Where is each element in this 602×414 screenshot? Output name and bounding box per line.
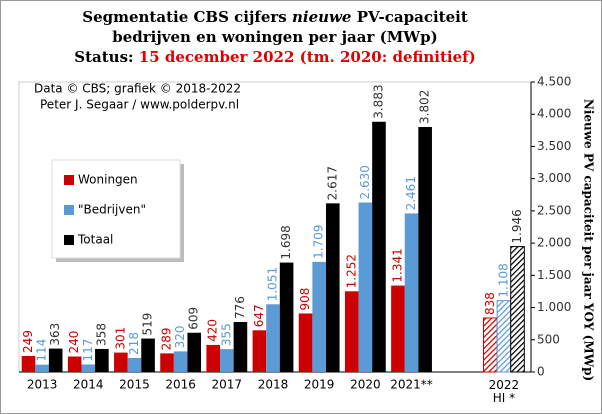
bar [141,338,155,372]
value-label: 1.341 [390,248,404,282]
x-tick-label: 2013 [27,378,58,392]
y-tick-label: 500 [537,332,560,346]
bar [325,203,340,372]
value-label: 355 [219,323,233,346]
value-label: 647 [252,304,266,327]
bar [81,364,96,372]
x-tick-line: HI * [493,391,515,405]
bar [312,261,326,372]
value-label: 3.883 [371,84,385,118]
value-label: 1.698 [279,225,293,259]
value-label: 320 [173,325,187,348]
legend-swatch [64,205,74,215]
x-tick-label: 2016 [165,378,196,392]
bar [35,364,49,372]
bar [483,317,498,373]
value-label: 1.108 [496,263,510,297]
value-label: 358 [94,323,108,346]
bar [496,300,512,373]
bar [266,304,280,372]
annotation: Data © CBS; grafiek © 2018-2022 [34,82,241,96]
bar [404,213,419,372]
bar [206,344,221,372]
value-label: 1.946 [510,209,524,243]
value-label: 2.617 [325,166,339,200]
legend-label: "Bedrijven" [78,203,146,217]
legend-label: Totaal [77,233,113,247]
bar [279,262,294,372]
bar [344,291,359,372]
value-label: 117 [81,339,95,362]
x-tick-label: 2022 HI * [489,378,520,405]
y-tick-label: 1.000 [537,300,571,314]
bar [220,349,234,372]
bar [95,348,109,372]
bar [233,321,248,372]
x-tick-label: 2017 [212,378,243,392]
y-tick-label: 0 [537,365,545,379]
x-tick-label: 2019 [304,378,335,392]
x-tick-label: 2015 [119,378,150,392]
value-label: 519 [141,313,155,336]
value-label: 1.051 [266,267,280,301]
bar [173,351,188,372]
subtitle: Status: 15 december 2022 (tm. 2020: defi… [74,48,475,66]
chart-title: Segmentatie CBS cijfers nieuwe PV-capaci… [82,8,468,26]
legend-label: Woningen [78,173,138,187]
y-tick-label: 4.000 [537,107,571,121]
value-label: 2.630 [358,165,372,199]
bar [21,355,36,372]
bar [358,202,373,372]
chart-title: bedrijven en woningen per jaar (MWp) [112,28,437,46]
bar [391,285,405,372]
bar [187,332,202,372]
y-tick-label: 2.500 [537,203,571,217]
value-label: 289 [160,327,174,350]
legend-swatch [64,235,74,245]
value-label: 218 [127,332,141,355]
y-tick-label: 1.500 [537,268,571,282]
x-tick-label: 2020 [350,378,381,392]
bar [252,330,267,372]
value-label: 1.252 [344,254,358,288]
value-label: 609 [187,307,201,330]
bar [510,246,525,373]
bar [160,353,174,372]
y-tick-label: 3.500 [537,139,571,153]
bar [67,356,82,372]
value-label: 420 [206,319,220,342]
bar [127,357,142,372]
value-label: 908 [298,288,312,311]
x-tick-label: 2014 [73,378,104,392]
value-label: 363 [48,323,62,346]
value-label: 1.709 [312,225,326,259]
legend-swatch [64,175,74,185]
value-label: 114 [35,339,49,362]
y-axis-label: Nieuwe PV capaciteit per jaar YOY (MWp) [582,99,596,381]
y-tick-label: 3.000 [537,171,571,185]
bar [418,126,432,372]
value-label: 838 [483,292,497,315]
y-tick-label: 2.000 [537,236,571,250]
value-label: 301 [113,327,127,350]
value-label: 240 [67,331,81,354]
value-label: 776 [233,296,247,319]
value-label: 3.802 [418,90,432,124]
bar [48,348,63,372]
value-label: 2.461 [404,176,418,210]
y-tick-label: 4.500 [537,75,571,89]
x-tick-label: 2018 [258,378,289,392]
bar [372,121,386,372]
x-tick-line: 2022 [489,378,520,392]
bar [298,313,313,372]
bar [114,352,128,372]
value-label: 249 [21,330,35,353]
annotation: Peter J. Segaar / www.polderpv.nl [40,98,239,112]
x-tick-label: 2021** [390,378,433,392]
